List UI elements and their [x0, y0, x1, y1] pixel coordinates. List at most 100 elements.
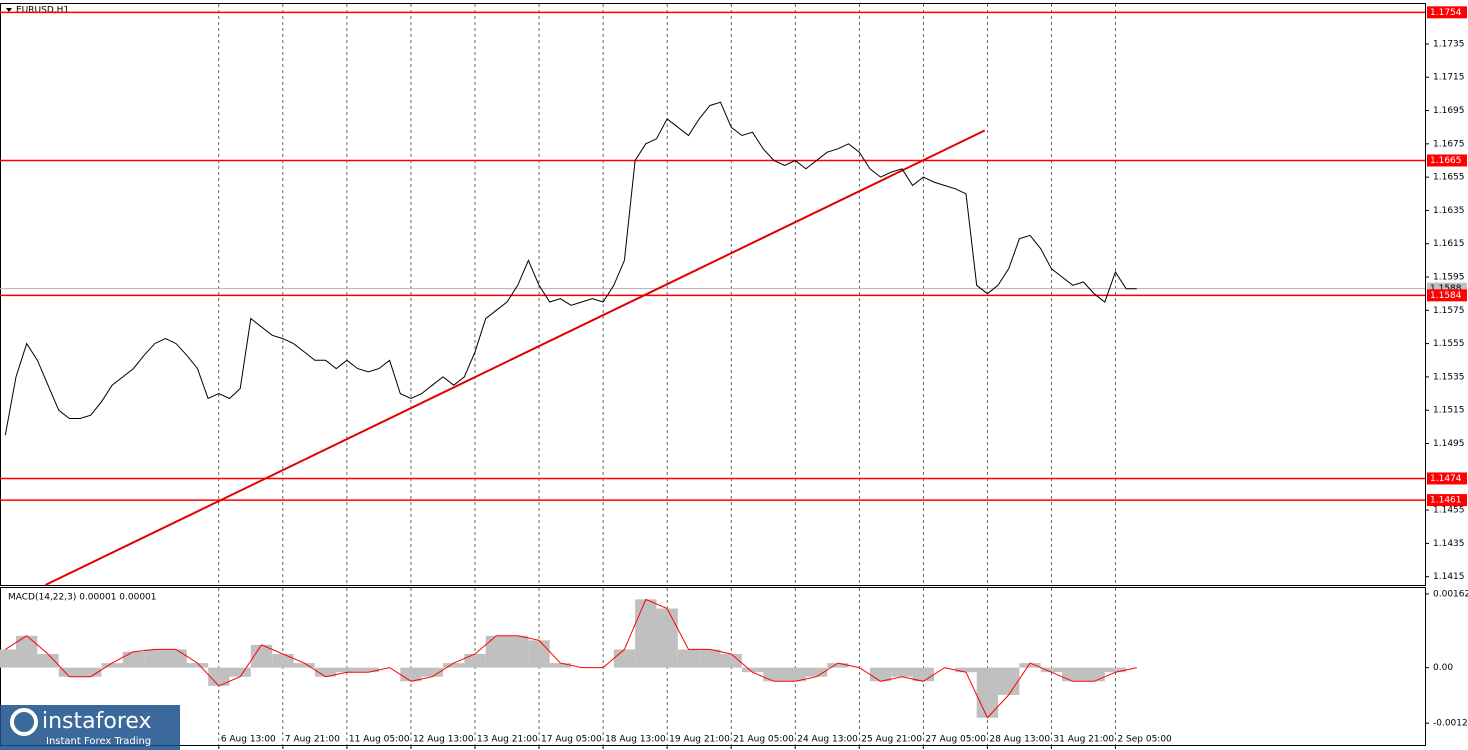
macd-bar: [1040, 667, 1063, 673]
macd-bar: [357, 667, 379, 673]
y-tick-label: 1.1655: [1433, 173, 1465, 183]
macd-bar: [122, 651, 145, 668]
x-tick-label: 19 Aug 21:00: [669, 735, 730, 745]
level-label: 1.1584: [1430, 291, 1462, 301]
x-tick-label: 7 Aug 21:00: [285, 735, 340, 745]
x-tick-label: 25 Aug 21:00: [861, 735, 922, 745]
y-tick-label: 1.1635: [1433, 206, 1465, 216]
menu-arrow: [6, 8, 12, 12]
x-tick-label: 31 Aug 21:00: [1053, 735, 1114, 745]
macd-bar: [699, 649, 721, 668]
y-tick-label: 1.1515: [1433, 406, 1465, 416]
price-line: [4, 101, 1137, 436]
level-box: [1427, 472, 1467, 485]
y-tick-label: 1.1615: [1433, 239, 1465, 249]
macd-bar: [272, 653, 294, 668]
y-tick-label: 1.1455: [1433, 506, 1465, 516]
macd-bar: [144, 649, 166, 668]
macd-bar: [1083, 667, 1105, 682]
y-tick-label: 1.1535: [1433, 372, 1465, 382]
y-tick-label: 1.1495: [1433, 439, 1465, 449]
y-tick-label: 1.1575: [1433, 306, 1465, 316]
level-label: 1.1474: [1430, 474, 1462, 484]
trendline: [44, 129, 986, 586]
macd-bar: [0, 649, 17, 668]
x-tick-label: 18 Aug 13:00: [605, 735, 666, 745]
y-tick-label: 1.1555: [1433, 339, 1465, 349]
x-tick-label: 28 Aug 13:00: [989, 735, 1050, 745]
macd-bar: [1104, 667, 1127, 673]
macd-bar: [528, 640, 550, 668]
macd-bar: [485, 635, 508, 668]
macd-bar: [336, 667, 358, 673]
signal-line: [5, 598, 1137, 719]
x-tick-label: 24 Aug 13:00: [797, 735, 858, 745]
macd-title: MACD(14,22,3) 0.00001 0.00001: [8, 593, 157, 603]
macd-bar: [998, 667, 1020, 695]
macd-bar: [635, 599, 657, 668]
x-tick-label: 6 Aug 13:00: [221, 735, 276, 745]
y-tick-label: 1.1735: [1433, 39, 1465, 49]
macd-bar: [165, 649, 187, 668]
level-box: [1427, 6, 1467, 19]
macd-bar: [549, 663, 572, 668]
logo-icon: [10, 708, 38, 736]
macd-bar: [955, 667, 977, 673]
macd-bar: [827, 663, 849, 668]
logo-tagline: Instant Forex Trading: [46, 736, 151, 747]
macd-bar: [677, 649, 700, 668]
logo-name: instaforex: [42, 709, 152, 734]
chart-title: EURUSD,H1: [16, 6, 69, 16]
x-tick-label: 11 Aug 05:00: [349, 735, 410, 745]
y-tick-label: 0.00162: [1433, 589, 1468, 599]
level-box: [1427, 289, 1467, 302]
macd-bar: [741, 667, 764, 673]
y-tick-label: 1.1415: [1433, 572, 1465, 582]
macd-bar: [229, 667, 251, 677]
macd-bar: [293, 663, 315, 668]
macd-bar: [1019, 663, 1041, 668]
x-tick-label: 13 Aug 21:00: [477, 735, 538, 745]
macd-bar: [784, 667, 806, 682]
level-label: 1.1461: [1430, 496, 1462, 506]
macd-bar: [763, 667, 785, 682]
macd-bar: [1062, 667, 1084, 682]
macd-bar: [656, 608, 678, 668]
logo: instaforex Instant Forex Trading: [0, 705, 180, 750]
x-tick-label: 27 Aug 05:00: [925, 735, 986, 745]
x-tick-label: 21 Aug 05:00: [733, 735, 794, 745]
macd-bar: [720, 653, 742, 668]
level-label: 1.1665: [1430, 156, 1462, 166]
macd-bar: [37, 653, 59, 668]
macd-bar: [250, 644, 273, 668]
price-panel: [0, 3, 1426, 586]
macd-bar: [186, 663, 209, 668]
level-box: [1427, 154, 1467, 167]
x-tick-label: 2 Sep 05:00: [1117, 735, 1172, 745]
current-price-label: 1.1588: [1430, 284, 1462, 294]
macd-bar: [805, 667, 828, 677]
level-box: [1427, 494, 1467, 507]
macd-bar: [208, 667, 230, 686]
y-tick-label: 1.1675: [1433, 139, 1465, 149]
macd-bar: [314, 667, 337, 677]
macd-bar: [442, 663, 465, 668]
macd-bar: [101, 663, 123, 668]
y-tick-label: 1.1595: [1433, 273, 1465, 283]
y-tick-label: -0.00122: [1433, 719, 1468, 729]
macd-bar: [464, 653, 486, 668]
macd-bar: [421, 667, 443, 677]
x-tick-label: 12 Aug 13:00: [413, 735, 474, 745]
y-tick-label: 1.1435: [1433, 539, 1465, 549]
x-tick-label: 17 Aug 05:00: [541, 735, 602, 745]
macd-bar: [613, 649, 636, 668]
macd-bar: [507, 635, 529, 668]
macd-bar: [58, 667, 81, 677]
y-tick-label: 1.1695: [1433, 106, 1465, 116]
level-label: 1.1754: [1430, 8, 1462, 18]
macd-bar: [891, 667, 913, 677]
y-tick-label: 1.1715: [1433, 73, 1465, 83]
macd-bar: [16, 635, 38, 668]
y-tick-label: 0.00: [1433, 663, 1453, 673]
